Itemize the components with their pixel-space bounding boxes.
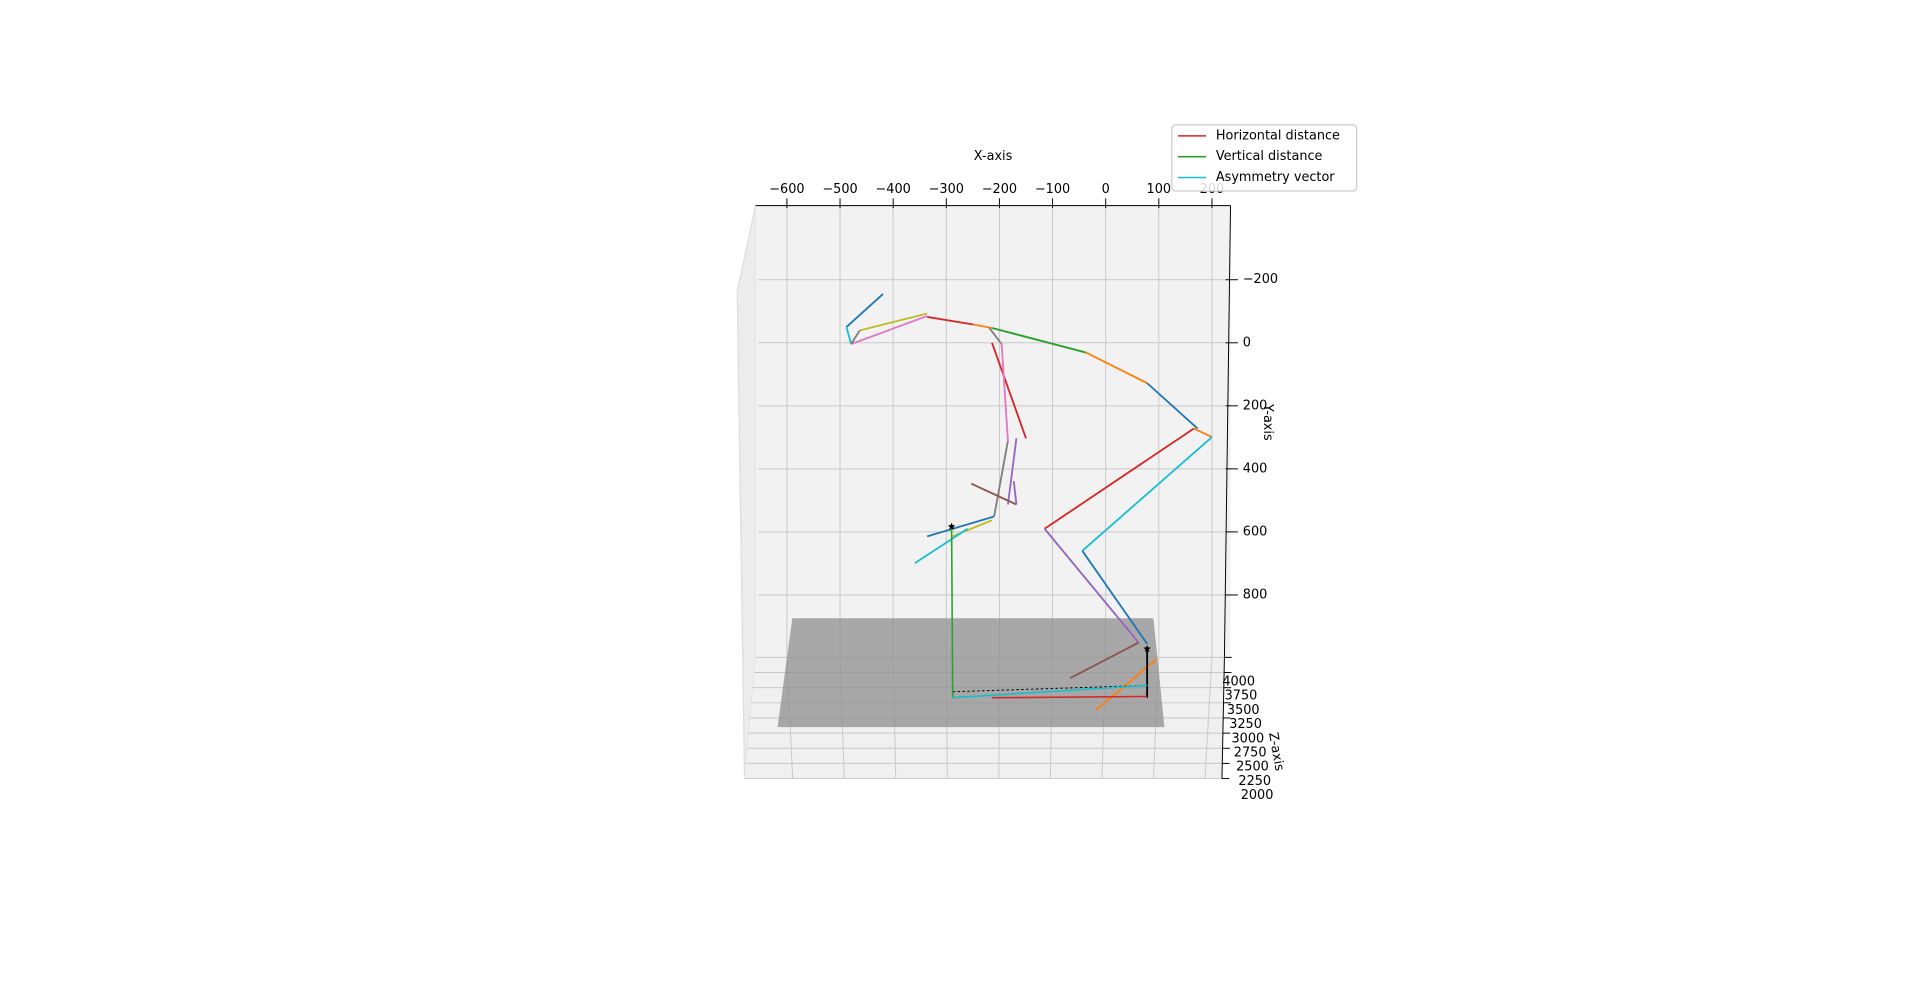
y-axis-line bbox=[1223, 205, 1232, 658]
y-tick-label: −200 bbox=[1243, 272, 1278, 287]
z-tick-label: 4000 bbox=[1222, 674, 1255, 689]
star-marker bbox=[947, 522, 956, 530]
y-tick-label: 0 bbox=[1243, 335, 1251, 350]
x-tick-label: −400 bbox=[876, 182, 911, 197]
z-axis-line bbox=[1221, 657, 1225, 779]
segment bbox=[914, 527, 969, 564]
segment bbox=[927, 316, 974, 326]
segment bbox=[993, 440, 1009, 517]
segment bbox=[850, 329, 861, 345]
ticks: −600−500−400−300−200−1000100200−20002004… bbox=[769, 182, 1278, 803]
x-tick-label: −100 bbox=[1035, 182, 1070, 197]
segment bbox=[926, 515, 995, 538]
star-marker bbox=[1143, 644, 1151, 653]
floor-plane bbox=[777, 618, 1165, 728]
x-tick-label: −600 bbox=[769, 182, 804, 197]
x-axis-title: X-axis bbox=[974, 149, 1013, 164]
z-tick-label: 2250 bbox=[1238, 774, 1271, 789]
segment bbox=[850, 315, 928, 345]
z-axis-title: Z-axis bbox=[1265, 731, 1287, 772]
legend: Horizontal distance Vertical distance Asym… bbox=[1171, 124, 1358, 192]
x-tick-label: 0 bbox=[1102, 182, 1110, 197]
y-axis-title: Y-axis bbox=[1260, 403, 1275, 441]
segment bbox=[1044, 427, 1195, 530]
segment bbox=[991, 327, 1087, 354]
segment bbox=[1081, 436, 1213, 552]
back-pane bbox=[755, 205, 1231, 658]
y-tick-label: 800 bbox=[1243, 587, 1268, 602]
segment bbox=[1193, 427, 1213, 438]
segment bbox=[845, 326, 853, 345]
z-tick-label: 3000 bbox=[1232, 731, 1265, 746]
y-tick-label: 400 bbox=[1243, 461, 1268, 476]
segment bbox=[1081, 550, 1148, 645]
series-line bbox=[991, 695, 1148, 699]
segment bbox=[1085, 351, 1148, 384]
legend-label: Horizontal distance bbox=[1216, 128, 1340, 143]
legend-box bbox=[1171, 124, 1358, 192]
x-tick-label: 100 bbox=[1147, 182, 1172, 197]
segment bbox=[859, 312, 928, 332]
y-tick-label: 600 bbox=[1243, 524, 1268, 539]
z-tick-label: 2750 bbox=[1234, 746, 1267, 761]
segment bbox=[988, 327, 1003, 345]
x-tick-label: −500 bbox=[822, 182, 857, 197]
x-tick-label: −300 bbox=[929, 182, 964, 197]
series-line bbox=[952, 684, 1148, 699]
segment bbox=[973, 323, 993, 329]
z-tick-label: 3750 bbox=[1225, 689, 1258, 704]
segment bbox=[1069, 641, 1140, 679]
segment bbox=[952, 684, 1148, 693]
segment bbox=[1007, 438, 1018, 505]
x-tick-label: −200 bbox=[982, 182, 1017, 197]
legend-label: Asymmetry vector bbox=[1216, 170, 1335, 185]
y-tick-label: 200 bbox=[1243, 398, 1268, 413]
z-tick-label: 3500 bbox=[1227, 703, 1260, 718]
series-line bbox=[950, 528, 954, 698]
z-tick-label: 2500 bbox=[1236, 760, 1269, 775]
segment bbox=[1146, 382, 1199, 430]
segment bbox=[991, 342, 1027, 439]
z-tick-label: 2000 bbox=[1241, 788, 1274, 803]
legend-label: Vertical distance bbox=[1216, 149, 1323, 164]
segment bbox=[970, 482, 1017, 506]
segment bbox=[1000, 342, 1009, 441]
z-tick-label: 3250 bbox=[1229, 717, 1262, 732]
marks bbox=[845, 293, 1213, 711]
segment bbox=[1043, 528, 1140, 644]
segment bbox=[1012, 481, 1018, 505]
segment bbox=[845, 293, 884, 328]
